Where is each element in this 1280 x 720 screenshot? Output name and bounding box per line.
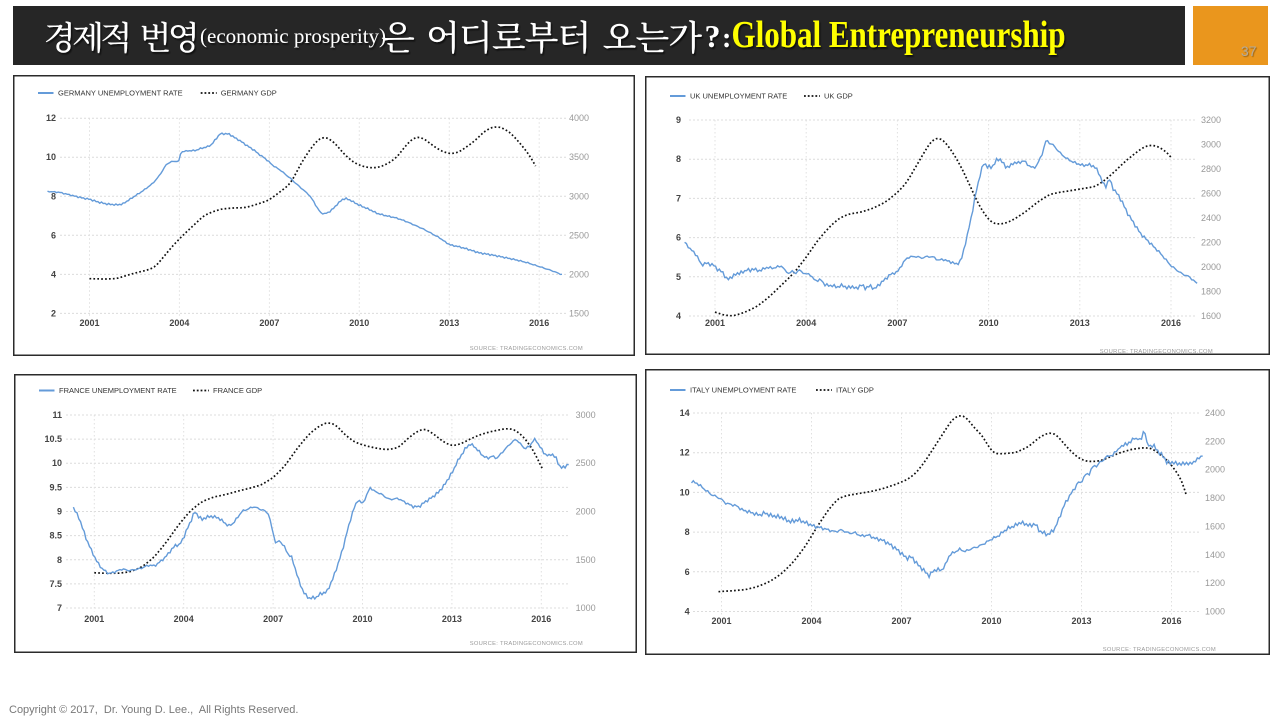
svg-text:2400: 2400 (1205, 408, 1225, 418)
svg-text:4000: 4000 (569, 113, 589, 123)
svg-text:10: 10 (46, 152, 56, 162)
svg-text:FRANCE UNEMPLOYMENT RATE: FRANCE UNEMPLOYMENT RATE (59, 386, 177, 395)
svg-text:12: 12 (46, 113, 56, 123)
svg-text:2007: 2007 (887, 318, 907, 328)
svg-text:3200: 3200 (1201, 115, 1221, 125)
svg-text::: : (722, 23, 731, 54)
svg-text:9.5: 9.5 (49, 482, 62, 492)
svg-text:2010: 2010 (349, 318, 369, 328)
svg-text:(economic prosperity): (economic prosperity) (200, 24, 386, 48)
svg-text:3000: 3000 (1201, 140, 1221, 150)
svg-text:10: 10 (680, 487, 690, 497)
svg-text:9: 9 (57, 507, 62, 517)
svg-text:9: 9 (676, 115, 681, 125)
svg-text:2013: 2013 (1070, 318, 1090, 328)
svg-text:1600: 1600 (1205, 521, 1225, 531)
svg-text:2007: 2007 (891, 616, 911, 626)
svg-text:6: 6 (51, 230, 56, 240)
svg-text:8: 8 (676, 154, 681, 164)
svg-text:8.5: 8.5 (49, 531, 62, 541)
svg-text:2001: 2001 (711, 616, 731, 626)
svg-text:2200: 2200 (1201, 238, 1221, 248)
svg-text:2016: 2016 (529, 318, 549, 328)
svg-text:2000: 2000 (1201, 262, 1221, 272)
svg-text:6: 6 (685, 567, 690, 577)
svg-text:ITALY UNEMPLOYMENT RATE: ITALY UNEMPLOYMENT RATE (690, 386, 796, 395)
svg-text:2010: 2010 (979, 318, 999, 328)
svg-text:1000: 1000 (576, 603, 596, 613)
svg-text:2016: 2016 (1161, 318, 1181, 328)
svg-text:2: 2 (51, 308, 56, 318)
svg-text:1600: 1600 (1201, 311, 1221, 321)
svg-text:10.5: 10.5 (44, 434, 62, 444)
svg-text:7.5: 7.5 (49, 579, 62, 589)
svg-text:7: 7 (57, 603, 62, 613)
svg-text:2013: 2013 (439, 318, 459, 328)
svg-text:6: 6 (676, 233, 681, 243)
svg-text:2500: 2500 (569, 230, 589, 240)
svg-text:GERMANY GDP: GERMANY GDP (221, 89, 277, 98)
svg-text:1000: 1000 (1205, 607, 1225, 617)
svg-text:10: 10 (52, 458, 62, 468)
svg-text:4: 4 (676, 311, 681, 321)
svg-text:2001: 2001 (705, 318, 725, 328)
svg-text:SOURCE: TRADINGECONOMICS.COM: SOURCE: TRADINGECONOMICS.COM (470, 641, 583, 647)
svg-text:2013: 2013 (442, 614, 462, 624)
svg-text:2007: 2007 (259, 318, 279, 328)
svg-text:2013: 2013 (1071, 616, 1091, 626)
svg-text:1800: 1800 (1201, 287, 1221, 297)
svg-text:3500: 3500 (569, 152, 589, 162)
svg-text:2007: 2007 (263, 614, 283, 624)
svg-text:2000: 2000 (1205, 465, 1225, 475)
svg-text:2500: 2500 (576, 458, 596, 468)
svg-text:2010: 2010 (352, 614, 372, 624)
svg-text:5: 5 (676, 272, 681, 282)
svg-text:1500: 1500 (576, 555, 596, 565)
svg-text:?: ? (705, 18, 721, 54)
svg-text:8: 8 (685, 527, 690, 537)
svg-text:SOURCE: TRADINGECONOMICS.COM: SOURCE: TRADINGECONOMICS.COM (1100, 349, 1213, 355)
svg-text:4: 4 (51, 269, 56, 279)
svg-text:SOURCE: TRADINGECONOMICS.COM: SOURCE: TRADINGECONOMICS.COM (470, 346, 583, 352)
svg-text:2001: 2001 (84, 614, 104, 624)
svg-text:SOURCE: TRADINGECONOMICS.COM: SOURCE: TRADINGECONOMICS.COM (1103, 647, 1216, 653)
svg-text:2600: 2600 (1201, 189, 1221, 199)
svg-text:2000: 2000 (569, 269, 589, 279)
svg-text:3000: 3000 (569, 191, 589, 201)
svg-text:1400: 1400 (1205, 550, 1225, 560)
svg-text:2200: 2200 (1205, 436, 1225, 446)
svg-text:2800: 2800 (1201, 164, 1221, 174)
svg-text:7: 7 (676, 193, 681, 203)
svg-text:2004: 2004 (796, 318, 816, 328)
svg-text:2004: 2004 (174, 614, 194, 624)
svg-text:14: 14 (680, 408, 690, 418)
svg-text:1500: 1500 (569, 308, 589, 318)
svg-text:1800: 1800 (1205, 493, 1225, 503)
svg-text:2001: 2001 (79, 318, 99, 328)
svg-text:1200: 1200 (1205, 578, 1225, 588)
svg-text:2016: 2016 (1161, 616, 1181, 626)
svg-text:4: 4 (685, 607, 690, 617)
svg-text:2400: 2400 (1201, 213, 1221, 223)
svg-text:2010: 2010 (981, 616, 1001, 626)
svg-text:8: 8 (57, 555, 62, 565)
svg-text:2004: 2004 (801, 616, 821, 626)
svg-text:GERMANY UNEMPLOYMENT RATE: GERMANY UNEMPLOYMENT RATE (58, 89, 183, 98)
svg-text:ITALY GDP: ITALY GDP (836, 386, 874, 395)
svg-text:UK GDP: UK GDP (824, 92, 853, 101)
svg-text:11: 11 (52, 410, 62, 420)
svg-text:8: 8 (51, 191, 56, 201)
svg-text:FRANCE GDP: FRANCE GDP (213, 386, 262, 395)
svg-text:3000: 3000 (576, 410, 596, 420)
svg-text:2000: 2000 (576, 507, 596, 517)
svg-text:2016: 2016 (531, 614, 551, 624)
svg-text:12: 12 (680, 448, 690, 458)
svg-text:Global Entrepreneurship: Global Entrepreneurship (732, 14, 1066, 56)
svg-text:2004: 2004 (169, 318, 189, 328)
svg-text:UK UNEMPLOYMENT RATE: UK UNEMPLOYMENT RATE (690, 92, 787, 101)
